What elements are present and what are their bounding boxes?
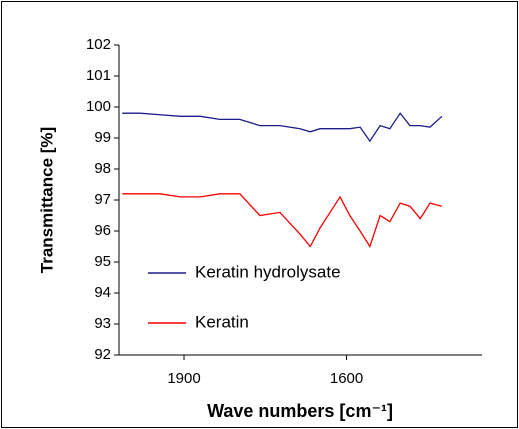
y-tick-label: 95 (94, 253, 111, 270)
legend-label: Keratin (195, 312, 249, 331)
y-tick-label: 99 (94, 129, 111, 146)
x-tick-label: 1900 (167, 370, 200, 387)
y-tick-label: 100 (86, 98, 111, 115)
series-line (122, 193, 443, 249)
y-tick-label: 98 (94, 160, 111, 177)
y-tick-label: 102 (86, 36, 111, 53)
y-tick-label: 101 (86, 67, 111, 84)
legend-label: Keratin hydrolysate (195, 262, 341, 281)
y-tick-label: 96 (94, 222, 111, 239)
y-axis-label: Transmittance [%] (37, 127, 56, 273)
x-tick-label: 1600 (330, 370, 363, 387)
x-axis-label: Wave numbers [cm⁻¹] (207, 401, 393, 421)
y-tick-label: 94 (94, 284, 111, 301)
y-tick-label: 97 (94, 191, 111, 208)
y-tick-label: 93 (94, 315, 111, 332)
y-tick-label: 92 (94, 346, 111, 363)
series-line (122, 112, 443, 143)
